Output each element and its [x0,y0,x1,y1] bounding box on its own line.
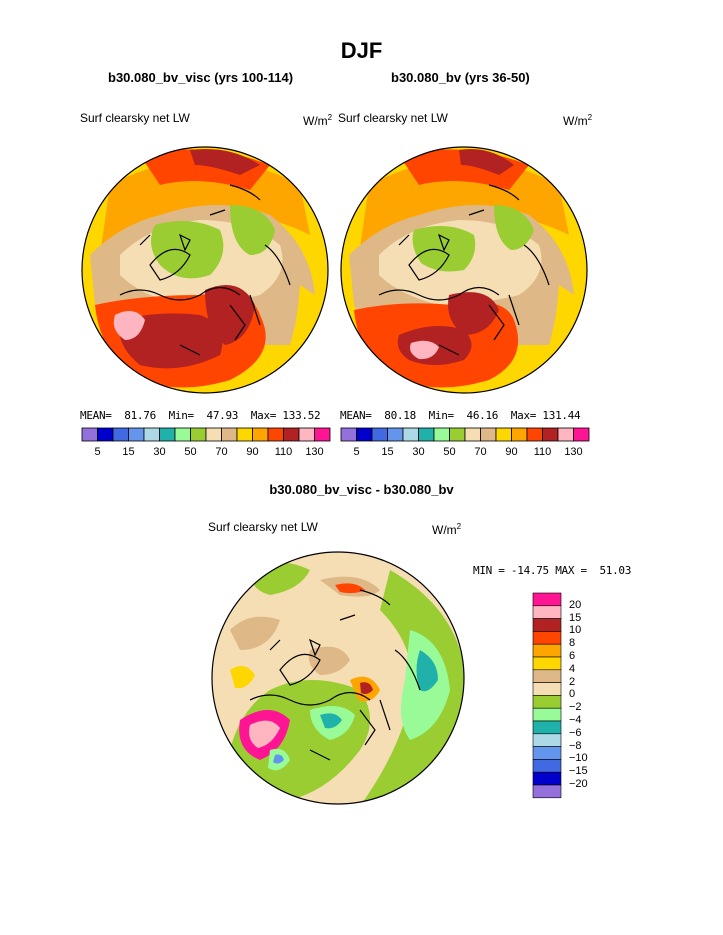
left-case-title: b30.080_bv_visc (yrs 100-114) [108,70,294,85]
diff-colorbar-tick-label: 2 [569,675,576,688]
colorbar-tick-label: 110 [533,446,552,458]
colorbar-tick-label: 90 [505,446,518,458]
colorbar-swatch [464,427,481,442]
colorbar-tick-label: 90 [246,446,259,458]
right-polar-map [340,146,588,394]
colorbar-tick-label: 30 [412,446,425,458]
diff-colorbar-tick-label: −4 [569,714,582,726]
diff-stats: MIN = -14.75 MAX = 51.03 [473,564,632,577]
colorbar-swatch [480,427,497,442]
colorbar-swatch [314,427,331,442]
diff-colorbar-swatch [532,656,562,671]
colorbar-tick-label: 30 [153,446,166,458]
diff-colorbar-tick-label: −20 [569,778,588,790]
diff-colorbar-swatch [532,605,562,619]
right-case-title: b30.080_bv (yrs 36-50) [391,70,530,85]
colorbar-swatch [511,427,528,442]
left-variable-label: Surf clearsky net LW [80,111,190,125]
colorbar-tick-label: 15 [381,446,394,458]
diff-colorbar-swatch [532,771,562,786]
colorbar-swatch [356,427,373,442]
colorbar-swatch [542,427,559,442]
left-stats: MEAN= 81.76 Min= 47.93 Max= 133.52 [80,409,321,422]
colorbar-tick-label: 50 [443,446,456,458]
diff-case-title: b30.080_bv_visc - b30.080_bv [269,482,454,497]
colorbar-swatch [418,427,435,442]
colorbar-swatch [387,427,404,442]
colorbar-swatch [340,427,357,442]
diff-colorbar-swatch [532,643,562,658]
diff-colorbar-swatch [532,707,562,722]
page-title: DJF [340,38,383,63]
diff-units-label: W/m2 [432,522,462,537]
colorbar-swatch [557,427,574,442]
colorbar-tick-label: 70 [474,446,487,458]
diff-polar-map [211,551,465,805]
colorbar-swatch [526,427,543,442]
colorbar-swatch [573,427,590,442]
diff-colorbar-swatch [532,631,562,645]
diff-colorbar-swatch [532,669,562,683]
colorbar-swatch [495,427,512,442]
left-polar-map [81,146,329,394]
colorbar-tick-label: 70 [215,446,228,458]
diff-colorbar-tick-label: 4 [569,662,576,675]
diff-colorbar-swatch [532,592,562,607]
colorbar-swatch [433,427,450,442]
diff-colorbar-tick-label: 20 [569,598,582,611]
colorbar-tick-label: 130 [305,446,324,458]
colorbar-tick-label: 15 [122,446,135,458]
diff-colorbar-tick-label: 8 [569,637,576,650]
colorbar-swatch [402,427,419,442]
diff-colorbar-swatch [532,784,562,799]
colorbar-swatch [371,427,388,442]
diff-colorbar-tick-label: 15 [569,611,582,624]
diff-colorbar-tick-label: −6 [569,726,582,739]
right-stats: MEAN= 80.18 Min= 46.16 Max= 131.44 [340,409,581,422]
diff-colorbar-tick-label: −2 [569,701,582,714]
colorbar-tick-label: 50 [184,446,197,458]
diff-colorbar-swatch [532,682,562,696]
colorbar-tick-label: 5 [94,446,101,458]
diff-colorbar-tick-label: −8 [569,739,582,752]
left-units-label: W/m2 [303,113,333,128]
diff-colorbar-swatch [532,720,562,735]
diff-colorbar-swatch [532,746,562,760]
colorbar-tick-label: 5 [353,446,360,458]
diff-colorbar-swatch [532,695,562,709]
right-variable-label: Surf clearsky net LW [338,111,448,125]
diff-colorbar-swatch [532,618,562,632]
colorbar-tick-label: 130 [564,446,583,458]
colorbar-tick-label: 110 [274,446,293,458]
diff-colorbar-tick-label: 0 [569,688,576,701]
diff-colorbar [532,592,562,799]
diff-colorbar-tick-label: 6 [569,650,576,662]
diff-colorbar-tick-label: −15 [569,765,588,778]
right-units-label: W/m2 [563,113,593,128]
diff-colorbar-tick-label: −10 [569,752,588,765]
diff-colorbar-swatch [532,759,562,773]
diff-variable-label: Surf clearsky net LW [208,520,318,534]
diff-colorbar-swatch [532,733,562,747]
diff-colorbar-tick-label: 10 [569,624,582,637]
colorbar-swatch [449,427,466,442]
